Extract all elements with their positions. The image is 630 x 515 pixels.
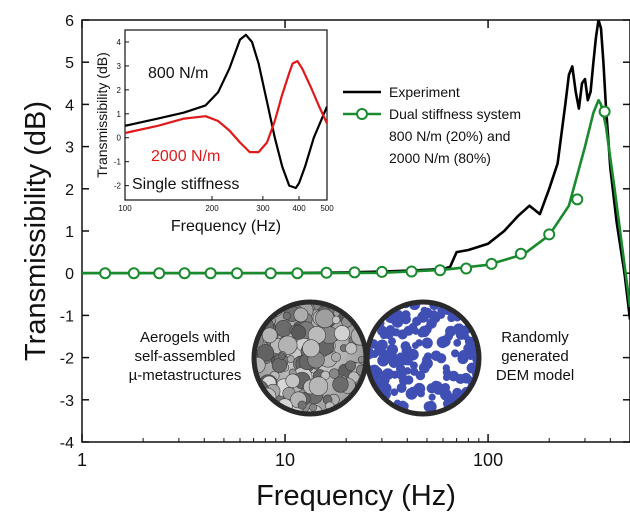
inset-chart: -2 -1 0 1 2 3 4 100 200 300 400 500 Transmissibilit…: [94, 29, 334, 235]
y-tick-label: 0: [65, 266, 74, 283]
caption-left-line3: µ-metastructures: [129, 367, 242, 384]
legend-experiment-label: Experiment: [389, 84, 460, 100]
inset-axes: -2 -1 0 1 2 3 4 100 200 300 400 500: [114, 38, 334, 213]
y-tick-label: 4: [65, 97, 74, 114]
inset-x-tick-label: 100: [118, 204, 132, 213]
inset-y-tick-label: 3: [117, 62, 122, 71]
dual-stiffness-marker: [99, 267, 112, 280]
dual-stiffness-marker: [127, 267, 140, 280]
inset-annotation: Single stiffness: [132, 176, 239, 193]
inset-2000-line: [125, 59, 327, 154]
legend-dual-label: Dual stiffness system: [389, 106, 521, 122]
legend-dual-label-line2: 800 N/m (20%) and: [389, 128, 510, 144]
caption-right-line3: DEM model: [496, 367, 574, 384]
dual-stiffness-marker: [485, 257, 498, 270]
y-tick-label: 6: [65, 13, 74, 30]
inset-y-tick-label: 1: [117, 110, 122, 119]
dual-stiffness-marker: [178, 267, 191, 280]
y-tick-label: 1: [65, 224, 74, 241]
caption-left-line1: Aerogels with: [140, 329, 230, 346]
inset-x-axis-title: Frequency (Hz): [171, 218, 281, 235]
dual-stiffness-marker: [320, 266, 333, 279]
x-tick-label: 1: [77, 450, 87, 470]
x-tick-label: 100: [473, 450, 503, 470]
legend: Experiment Dual stiffness system 800 N/m…: [343, 84, 521, 166]
inset-y-tick-label: -1: [114, 158, 122, 167]
legend-dual-marker: [356, 108, 368, 120]
inset-label-2000: 2000 N/m: [151, 148, 220, 165]
inset-y-tick-label: -2: [114, 182, 122, 191]
caption-right-line1: Randomly: [501, 329, 569, 346]
caption-right-line2: generated: [501, 348, 569, 365]
dual-stiffness-marker: [598, 105, 611, 118]
y-tick-label: 3: [65, 140, 74, 157]
y-tick-label: 2: [65, 182, 74, 199]
dual-stiffness-marker: [348, 266, 361, 279]
x-axis-title: Frequency (Hz): [256, 480, 456, 512]
dual-stiffness-marker: [264, 267, 277, 280]
inset-y-tick-label: 0: [117, 134, 122, 143]
inset-series-group: [125, 33, 327, 190]
main-series-group: [82, 20, 630, 320]
y-tick-label: 5: [65, 55, 74, 72]
inset-plot-frame: [124, 29, 328, 201]
dual-stiffness-marker: [375, 265, 388, 278]
dual-stiffness-marker: [231, 267, 244, 280]
y-axis-title: Transmissibility (dB): [20, 101, 52, 361]
inset-x-tick-label: 200: [205, 204, 219, 213]
dual-stiffness-marker: [571, 193, 584, 206]
x-tick-label: 10: [275, 450, 295, 470]
inset-y-tick-label: 4: [117, 38, 122, 47]
caption-left-line2: self-assembled: [135, 348, 236, 365]
dual-stiffness-marker: [514, 247, 527, 260]
y-tick-label: -2: [60, 351, 74, 368]
y-tick-label: -3: [60, 393, 74, 410]
y-tick-label: -1: [60, 308, 74, 325]
dual-stiffness-marker: [405, 265, 418, 278]
dual-stiffness-marker: [460, 262, 473, 275]
inset-x-tick-label: 500: [320, 204, 334, 213]
inset-x-tick-label: 300: [256, 204, 270, 213]
dual-stiffness-marker: [434, 264, 447, 277]
dual-stiffness-marker: [204, 267, 217, 280]
inset-label-800: 800 N/m: [148, 65, 208, 82]
dual-stiffness-marker: [543, 228, 556, 241]
y-tick-label: -4: [60, 435, 74, 452]
inset-800-line: [125, 33, 327, 190]
inset-x-tick-label: 400: [292, 204, 306, 213]
inset-y-tick-label: 2: [117, 86, 122, 95]
legend-dual-label-line3: 2000 N/m (80%): [389, 150, 491, 166]
dual-stiffness-marker: [291, 267, 304, 280]
inset-y-axis-title: Transmissibility (dB): [94, 52, 110, 178]
dual-stiffness-marker: [153, 267, 166, 280]
